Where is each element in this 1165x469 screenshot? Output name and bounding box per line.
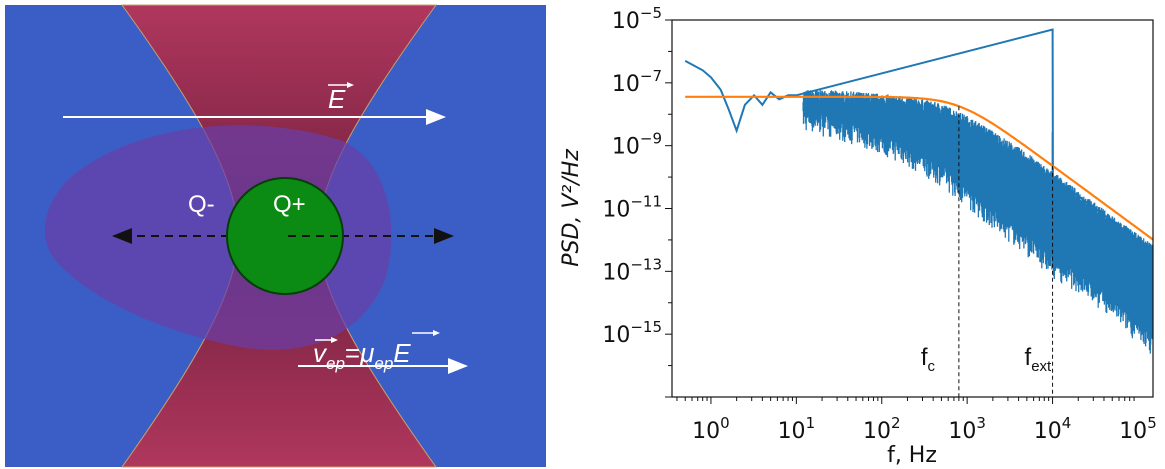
velocity-overbar-head bbox=[331, 337, 338, 343]
schematic-diagram: E Q- Q+ vep=μepE bbox=[5, 4, 546, 468]
x-tick-label: 104 bbox=[1034, 414, 1072, 444]
y-tick-exp: −7 bbox=[640, 67, 662, 85]
particle bbox=[226, 177, 344, 295]
x-tick-label: 100 bbox=[692, 414, 730, 444]
fit-curve bbox=[685, 95, 1154, 241]
x-tick-label: 102 bbox=[863, 414, 901, 444]
annotation-layer: fc fext bbox=[921, 106, 1054, 397]
y-tick-label: 10−7 bbox=[612, 67, 662, 97]
tick-layer: 100 101 102 103 104 10510−1510−1310−1110−910−… bbox=[602, 4, 1156, 444]
annotation-label-c: fc bbox=[921, 344, 936, 375]
x-tick-exp: 0 bbox=[720, 414, 730, 432]
field-label: E bbox=[328, 84, 346, 114]
equals-sign: = bbox=[345, 338, 360, 368]
x-tick-base: 10 bbox=[863, 419, 891, 444]
x-tick-exp: 5 bbox=[1147, 414, 1157, 432]
x-axis-label: f, Hz bbox=[887, 443, 937, 468]
velocity-expression-text: vep=μepE bbox=[313, 338, 411, 373]
y-tick-exp: −9 bbox=[640, 130, 662, 148]
series-layer bbox=[684, 28, 1154, 354]
x-tick-exp: 1 bbox=[806, 414, 816, 432]
x-tick-base: 10 bbox=[1119, 419, 1147, 444]
charge-positive-label: Q+ bbox=[273, 191, 306, 218]
x-tick-label: 105 bbox=[1119, 414, 1157, 444]
x-tick-label: 103 bbox=[948, 414, 986, 444]
x-tick-base: 10 bbox=[692, 419, 720, 444]
y-tick-label: 10−11 bbox=[602, 193, 662, 223]
x-tick-base: 10 bbox=[1034, 419, 1062, 444]
annotation-sub: ext bbox=[1031, 358, 1052, 375]
field-symbol: E bbox=[393, 338, 411, 368]
y-tick-label: 10−13 bbox=[602, 255, 662, 285]
y-axis-label-text: PSD, V²/Hz bbox=[559, 149, 584, 267]
y-tick-base: 10 bbox=[612, 72, 640, 97]
velocity-subscript: ep bbox=[326, 354, 345, 373]
x-tick-label: 101 bbox=[778, 414, 816, 444]
y-tick-base: 10 bbox=[612, 135, 640, 160]
psd-trace bbox=[684, 28, 1154, 251]
annotation-sub: c bbox=[928, 358, 936, 375]
charge-negative-label: Q- bbox=[188, 191, 215, 218]
y-tick-exp: −5 bbox=[640, 4, 662, 22]
y-tick-base: 10 bbox=[602, 323, 630, 348]
x-tick-exp: 2 bbox=[891, 414, 901, 432]
x-tick-exp: 3 bbox=[976, 414, 986, 432]
y-tick-exp: −15 bbox=[630, 318, 662, 336]
y-tick-exp: −13 bbox=[630, 255, 662, 273]
velocity-expression: vep=μepE bbox=[313, 330, 440, 373]
x-tick-base: 10 bbox=[778, 419, 806, 444]
annotation-main: f bbox=[1025, 344, 1032, 371]
field-overbar-head bbox=[433, 330, 440, 336]
x-tick-base: 10 bbox=[948, 419, 976, 444]
y-tick-label: 10−5 bbox=[612, 4, 662, 34]
y-tick-base: 10 bbox=[602, 198, 630, 223]
mobility-symbol: μ bbox=[359, 338, 374, 368]
annotation-label-ext: fext bbox=[1025, 344, 1053, 375]
field-label-arrowhead bbox=[347, 82, 354, 88]
y-tick-exp: −11 bbox=[630, 193, 662, 211]
y-tick-label: 10−9 bbox=[612, 130, 662, 160]
y-tick-base: 10 bbox=[612, 9, 640, 34]
annotation-main: f bbox=[921, 344, 928, 371]
y-axis-label: PSD, V²/Hz bbox=[559, 149, 584, 267]
mobility-subscript: ep bbox=[374, 354, 393, 373]
y-tick-base: 10 bbox=[602, 260, 630, 285]
velocity-symbol: v bbox=[313, 338, 328, 368]
y-tick-label: 10−15 bbox=[602, 318, 662, 348]
x-tick-exp: 4 bbox=[1062, 414, 1072, 432]
